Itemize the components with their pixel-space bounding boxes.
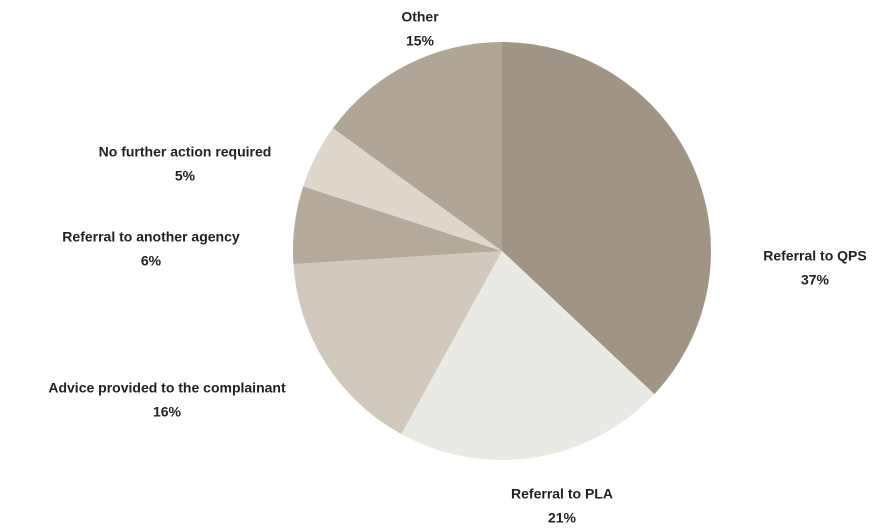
pie-slice: [303, 128, 502, 251]
slice-value-label: 16%: [153, 404, 182, 420]
slice-label: No further action required: [99, 144, 272, 160]
pie-slice: [401, 251, 655, 460]
slice-value-label: 5%: [175, 168, 196, 184]
pie-slice: [332, 42, 502, 251]
slice-value-label: 15%: [406, 33, 435, 49]
slice-label: Other: [401, 9, 439, 25]
slice-value-label: 37%: [801, 272, 830, 288]
slice-label: Advice provided to the complainant: [48, 380, 286, 396]
pie-slice: [502, 42, 711, 395]
slice-label: Referral to PLA: [511, 486, 613, 502]
slice-label: Referral to another agency: [62, 229, 240, 245]
pie-slice: [293, 186, 502, 265]
slice-value-label: 6%: [141, 253, 162, 269]
pie-slice: [293, 251, 502, 435]
slice-label: Referral to QPS: [763, 248, 866, 264]
slice-value-label: 21%: [548, 510, 577, 526]
